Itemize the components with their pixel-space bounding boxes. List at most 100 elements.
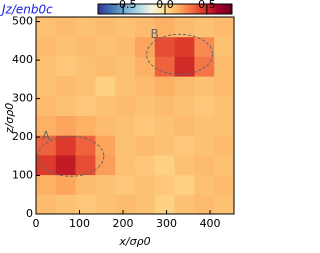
colorbar-step [182,4,185,14]
heatmap-cell [135,17,156,38]
heatmap-cell [75,36,96,57]
y-tick-label: 300 [12,92,33,105]
x-tick-label: 400 [200,217,221,230]
colorbar-step [190,4,193,14]
colorbar-step [226,4,229,14]
colorbar-step [120,4,123,14]
heatmap-cell [95,115,116,136]
x-tick-label: 0 [33,217,40,230]
y-tick-label: 100 [12,169,33,182]
colorbar-step [154,4,157,14]
colorbar-step [188,4,191,14]
colorbar-step [210,4,213,14]
colorbar-step [196,4,199,14]
heatmap-cell [55,194,77,215]
colorbar-tick-label: 0.0 [156,0,174,11]
heatmap-cell [115,36,136,57]
colorbar-step [116,4,119,14]
heatmap-cell [214,17,235,38]
colorbar-step [140,4,143,14]
heatmap-cell [174,194,195,215]
colorbar-step [136,4,139,14]
heatmap-cell [55,36,77,57]
colorbar-step [216,4,219,14]
heatmap-cell [135,154,156,176]
heatmap-cell [95,36,116,57]
colorbar-step [208,4,211,14]
heatmap-cell [95,135,116,156]
colorbar-step [180,4,183,14]
heatmap-cell [194,56,215,77]
heatmap-cell [214,154,235,176]
heatmap-cell [154,154,176,176]
y-tick-label: 500 [12,15,33,28]
heatmap-cell [55,174,77,195]
heatmap-cell [154,135,176,156]
colorbar-step [162,4,165,14]
heatmap-cell [214,36,235,57]
heatmap-cell [36,194,57,215]
heatmap-cell [95,17,116,38]
colorbar-step [174,4,177,14]
heatmap-cell [55,154,77,176]
heatmap-cell [36,95,57,116]
colorbar-step [198,4,201,14]
colorbar-step [230,4,233,14]
colorbar-step [168,4,171,14]
heatmap-cell [75,115,96,136]
heatmap-cell [115,194,136,215]
colorbar-step [126,4,129,14]
y-tick-label: 0 [26,207,33,220]
heatmap-cell [135,56,156,77]
colorbar-step [160,4,163,14]
colorbar-step [132,4,135,14]
heatmap-cell [115,154,136,176]
heatmap-cell [154,56,176,77]
heatmap-cell [174,115,195,136]
heatmap-cell [194,95,215,116]
colorbar-step [194,4,197,14]
heatmap-cell [55,115,77,136]
colorbar-step [104,4,107,14]
annotation-label: A [42,129,51,143]
heatmap-cell [214,95,235,116]
heatmap-cell [174,95,195,116]
colorbar-step [124,4,127,14]
heatmap-cell [36,36,57,57]
colorbar-step [186,4,189,14]
colorbar-step [158,4,161,14]
colorbar-step [152,4,155,14]
colorbar-step [150,4,153,14]
heatmap-cell [55,17,77,38]
heatmap-cell [154,194,176,215]
heatmap-cell [194,194,215,215]
y-tick-label: 200 [12,130,33,143]
heatmap-cell [115,174,136,195]
colorbar-step [200,4,203,14]
heatmap-cell [95,95,116,116]
colorbar-step [114,4,117,14]
colorbar-step [192,4,195,14]
heatmap-cell [214,115,235,136]
heatmap-cell [214,194,235,215]
heatmap-cell [95,154,116,176]
heatmap-cell [174,154,195,176]
colorbar-step [138,4,141,14]
colorbar-step [128,4,131,14]
colorbar-step [148,4,151,14]
heatmap-cell [75,95,96,116]
heatmap-cell [115,95,136,116]
heatmap-cell [36,174,57,195]
heatmap-cell [194,174,215,195]
heatmap-cell [194,115,215,136]
colorbar-step [134,4,137,14]
heatmap-cell [194,76,215,97]
heatmap-cell [95,76,116,97]
colorbar-step [110,4,113,14]
heatmap-cell [154,95,176,116]
heatmap-cell [154,76,176,97]
colorbar-step [144,4,147,14]
heatmap-cell [154,36,176,57]
colorbar-step [222,4,225,14]
heatmap-cell [115,135,136,156]
